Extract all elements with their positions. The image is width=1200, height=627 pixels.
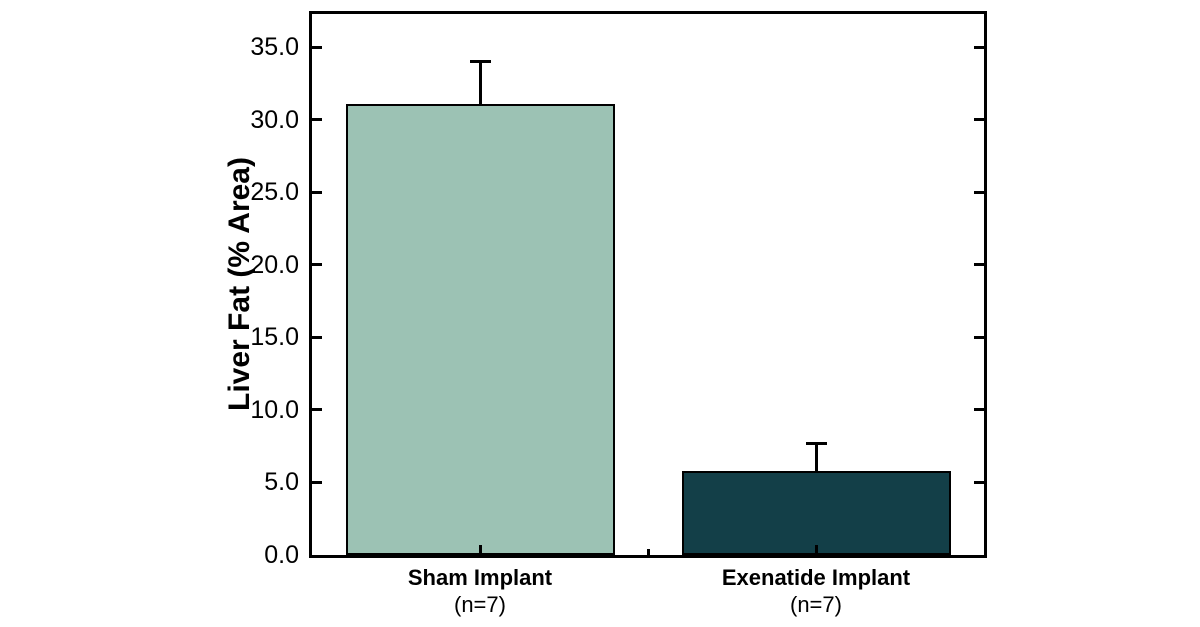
- y-tick-left: [312, 263, 322, 267]
- y-tick-label: 25.0: [250, 178, 299, 207]
- error-bar-cap: [805, 441, 827, 445]
- y-tick-right: [974, 190, 984, 194]
- plot-area: [309, 11, 987, 558]
- x-category-label-exenatide: Exenatide Implant (n=7): [666, 564, 966, 618]
- y-tick-label: 30.0: [250, 105, 299, 134]
- category-sublabel: (n=7): [790, 592, 842, 617]
- y-tick-label: 5.0: [264, 468, 299, 497]
- x-tick-major: [478, 545, 482, 555]
- y-tick-left: [312, 190, 322, 194]
- bar-sham: [345, 103, 615, 555]
- y-tick-left: [312, 335, 322, 339]
- y-tick-left: [312, 480, 322, 484]
- y-tick-label: 0.0: [264, 541, 299, 569]
- y-tick-label: 10.0: [250, 395, 299, 424]
- error-bar-line: [478, 60, 482, 104]
- y-tick-right: [974, 408, 984, 412]
- y-tick-label: 15.0: [250, 323, 299, 352]
- error-bar-cap: [469, 60, 491, 64]
- y-tick-label: 35.0: [250, 33, 299, 62]
- y-tick-right: [974, 335, 984, 339]
- x-category-label-sham: Sham Implant (n=7): [330, 564, 630, 618]
- y-tick-left: [312, 45, 322, 49]
- x-tick-major: [814, 545, 818, 555]
- category-label: Exenatide Implant: [721, 565, 911, 590]
- y-tick-right: [974, 45, 984, 49]
- y-tick-left: [312, 408, 322, 412]
- y-tick-label: 20.0: [250, 250, 299, 279]
- error-bar-line: [814, 441, 818, 471]
- y-tick-left: [312, 118, 322, 122]
- y-tick-right: [974, 263, 984, 267]
- y-tick-right: [974, 480, 984, 484]
- x-tick-minor: [646, 549, 650, 555]
- category-label: Sham Implant: [407, 565, 553, 590]
- category-sublabel: (n=7): [454, 592, 506, 617]
- y-tick-right: [974, 118, 984, 122]
- bar-exenatide: [681, 470, 951, 555]
